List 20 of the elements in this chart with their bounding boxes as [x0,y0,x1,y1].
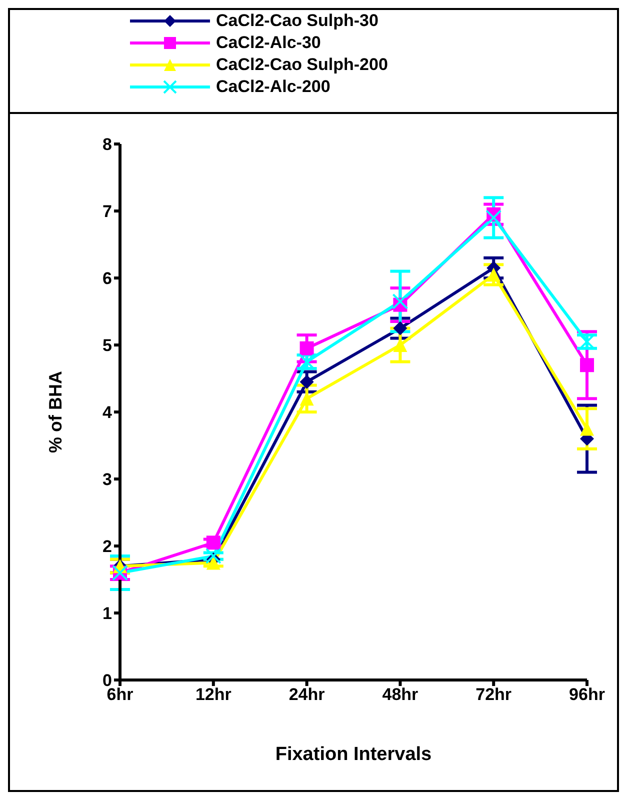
x-tick-label: 24hr [288,685,326,704]
x-tick-label: 96hr [569,685,606,704]
legend-label: CaCl2-Alc-30 [216,33,321,53]
y-axis-title: % of BHA [45,371,66,453]
y-tick-label: 5 [102,336,112,356]
y-tick-label: 7 [102,202,112,222]
legend-label: CaCl2-Cao Sulph-200 [216,55,388,75]
x-tick-label: 12hr [195,685,232,704]
y-tick-label: 2 [102,537,112,556]
legend-label: CaCl2-Cao Sulph-30 [216,11,378,31]
x-axis-title: Fixation Intervals [275,744,432,765]
x-tick-label: 48hr [382,685,419,704]
y-tick-label: 1 [102,604,112,624]
y-tick-label: 6 [102,269,112,288]
x-tick-label: 72hr [476,685,512,704]
y-tick-label: 8 [102,135,112,154]
y-tick-label: 4 [102,403,113,422]
legend-label: CaCl2-Alc-200 [216,77,330,97]
x-tick-label: 6hr [106,685,134,704]
y-tick-label: 3 [102,470,112,490]
